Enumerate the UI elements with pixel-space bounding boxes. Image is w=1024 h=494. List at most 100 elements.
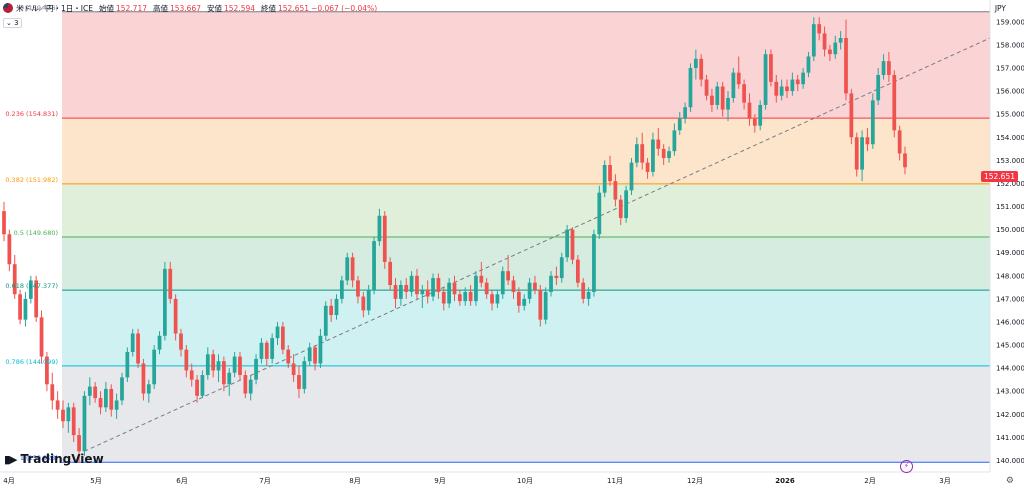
candle-body [559,257,564,279]
candle [313,345,317,371]
candle-body [248,379,253,394]
candle [881,54,886,80]
candle-body [699,58,704,80]
candle [704,74,709,101]
currency-unit[interactable]: JPY [994,4,1006,13]
fib-label: 1 (139.923) [20,454,58,462]
candle-body [82,395,87,452]
fib-bands [62,11,990,463]
candle-body [634,144,639,163]
candle [688,63,693,112]
candle [436,273,441,299]
candle [409,271,414,297]
candle-body [313,347,317,364]
candle [205,347,210,380]
candle-body [463,291,468,302]
candle-body [683,107,687,119]
candle [887,51,891,82]
candle-body [677,118,682,131]
candle [173,294,178,341]
candle [152,345,157,389]
candle [275,321,280,346]
flash-icon[interactable]: ⚡ [900,460,913,473]
candle [742,79,746,110]
candle-body [618,199,623,219]
candle-body [720,86,725,110]
candle-body [377,215,382,242]
indicators-collapse-button[interactable]: ⌄ 3 [3,18,22,28]
candle [136,328,140,369]
open-value: 152.717 [115,3,147,13]
candle [248,375,253,401]
candle-body [516,291,521,306]
open-label: 始値 [98,3,114,13]
candle-body [838,38,843,43]
candle-body [345,257,350,281]
tradingview-logo-icon: ▮▶ [4,452,17,466]
last-price-tag: 152.651 [980,171,1018,182]
candle-body [398,285,403,299]
candle-body [704,79,709,96]
chevron-down-icon: ⌄ [6,19,12,27]
y-tick-label: 154.000 [996,134,1024,142]
candle [98,391,103,415]
candle [624,185,628,223]
y-tick-label: 143.000 [996,388,1024,396]
y-tick-label: 150.000 [996,226,1024,234]
candle [141,358,146,401]
candle-body [811,24,816,57]
candle [146,379,151,403]
fib-label: 0 (159.436) [20,4,58,12]
candle-body [624,190,628,219]
candle-body [168,268,173,299]
x-axis[interactable]: 4月 5月 6月 7月 8月 9月 10月 11月 12月 2026 2月 3月 [3,477,950,485]
candle-body [211,354,216,371]
candle [645,158,650,179]
candle-body [114,400,119,410]
candle [769,49,773,87]
candle-body [334,298,339,316]
candle-body [849,93,854,138]
candle-body [366,289,371,311]
y-axis[interactable]: 140.000 141.000 142.000 143.000 144.000 145.0… [996,18,1024,465]
settings-icon[interactable]: ⚙ [1005,476,1014,486]
candle [18,289,22,325]
candle-body [179,333,183,350]
candle [232,351,237,378]
candle [811,17,816,62]
candle [114,393,119,419]
candle [618,194,623,225]
candle-body [404,285,409,292]
candle-body [195,379,199,396]
candle [795,74,800,92]
candle-body [500,271,505,295]
candle [801,68,805,89]
candle [463,287,468,306]
candle-body [141,363,146,394]
symbol-title[interactable]: 米ドル／円・1日・ICE [16,3,93,13]
candle-body [28,280,33,299]
candle-body [66,407,71,422]
candle-body [286,349,291,364]
tradingview-logo[interactable]: ▮▶ TradingView [4,452,104,466]
candle-body [222,361,226,385]
x-tick-label: 7月 [259,477,270,485]
x-tick-label: 5月 [90,477,101,485]
y-tick-label: 146.000 [996,318,1024,326]
candle [710,88,714,112]
candle [372,236,376,295]
candle [254,354,258,385]
candle [865,128,870,152]
candle-body [34,280,39,318]
candle [661,144,666,165]
fib-label: 0.236 (154.831) [5,110,58,118]
candle [200,370,205,399]
candle [120,372,124,406]
fib-band [62,11,990,119]
candle-body [173,298,178,334]
y-tick-label: 157.000 [996,65,1024,73]
y-tick-label: 147.000 [996,295,1024,303]
candle-body [189,370,194,380]
